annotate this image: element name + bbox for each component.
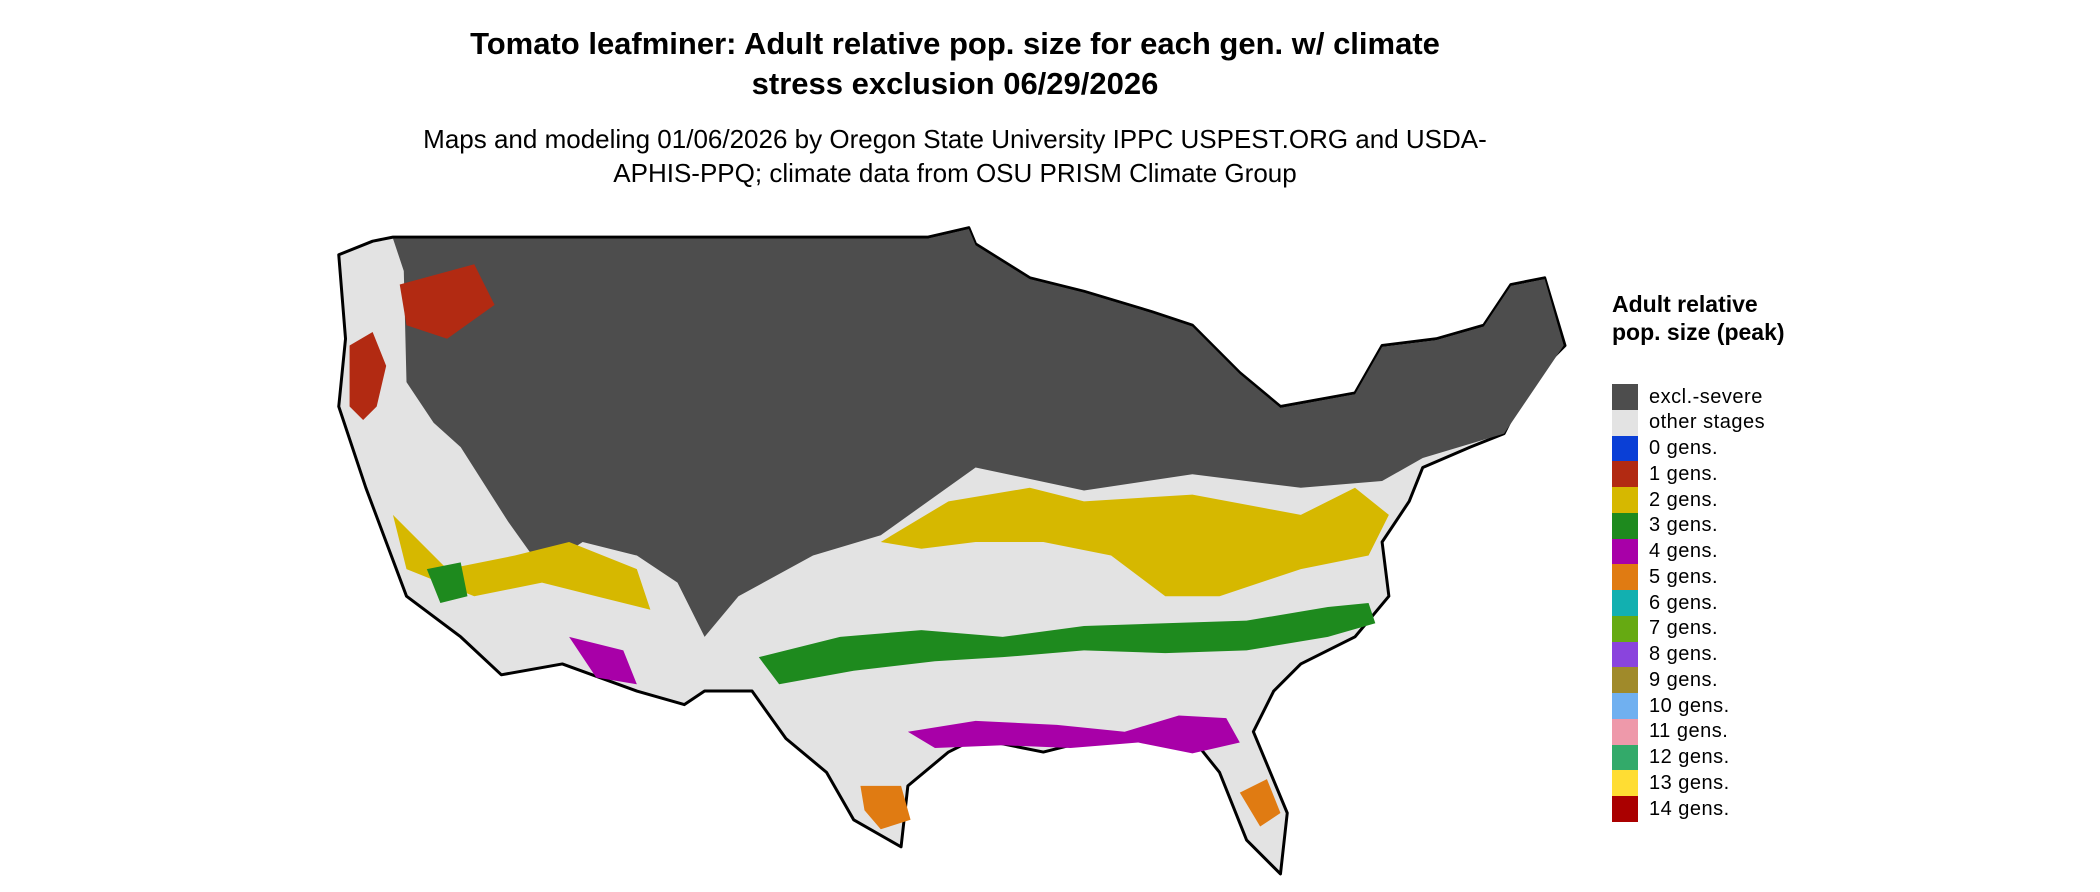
legend-label: 1 gens. bbox=[1649, 462, 1719, 485]
legend-item: 0 gens. bbox=[1612, 435, 1719, 462]
legend-item: 12 gens. bbox=[1612, 744, 1730, 771]
legend-swatch bbox=[1612, 744, 1638, 771]
legend-label: 9 gens. bbox=[1649, 668, 1719, 691]
map bbox=[337, 226, 1567, 876]
legend-swatch bbox=[1612, 435, 1638, 462]
legend-swatch bbox=[1612, 693, 1638, 719]
legend-label: 6 gens. bbox=[1649, 591, 1719, 614]
legend-label: 5 gens. bbox=[1649, 565, 1719, 588]
one-gen-region bbox=[349, 264, 495, 421]
excluded-region bbox=[392, 228, 1564, 637]
legend-swatch bbox=[1612, 487, 1638, 513]
legend-item: 11 gens. bbox=[1612, 718, 1729, 745]
legend-label: 12 gens. bbox=[1649, 746, 1730, 768]
legend-item: 10 gens. bbox=[1612, 693, 1730, 719]
legend-label: 10 gens. bbox=[1649, 694, 1730, 717]
legend-label: 14 gens. bbox=[1649, 797, 1730, 820]
legend-label: 2 gens. bbox=[1649, 488, 1719, 511]
legend-label: 3 gens. bbox=[1649, 514, 1719, 537]
legend-swatch bbox=[1612, 667, 1638, 694]
legend-swatch bbox=[1612, 538, 1638, 565]
legend-label: excl.-severe bbox=[1649, 385, 1763, 408]
legend-swatch bbox=[1612, 564, 1638, 591]
legend-label: 8 gens. bbox=[1649, 643, 1719, 665]
legend-swatch bbox=[1612, 718, 1638, 745]
legend-swatch bbox=[1612, 641, 1638, 668]
legend-item: 13 gens. bbox=[1612, 770, 1730, 797]
legend-item: 8 gens. bbox=[1612, 641, 1719, 668]
legend-item: 1 gens. bbox=[1612, 461, 1719, 488]
map-subtitle: Maps and modeling 01/06/2026 by Oregon S… bbox=[423, 124, 1487, 188]
legend-swatch bbox=[1612, 461, 1638, 488]
legend-swatch bbox=[1612, 384, 1638, 410]
legend-swatch bbox=[1612, 512, 1638, 539]
legend-swatch bbox=[1612, 796, 1638, 822]
legend-item: 4 gens. bbox=[1612, 538, 1719, 565]
legend-item: excl.-severe bbox=[1612, 384, 1763, 410]
legend-swatch bbox=[1612, 770, 1638, 797]
legend-label: 7 gens. bbox=[1649, 617, 1719, 640]
legend-item: 5 gens. bbox=[1612, 564, 1719, 591]
legend-swatch bbox=[1612, 590, 1638, 616]
legend-item: 7 gens. bbox=[1612, 615, 1719, 642]
legend-label: 13 gens. bbox=[1649, 771, 1730, 794]
legend-swatch bbox=[1612, 409, 1638, 436]
us-map bbox=[337, 226, 1567, 876]
legend-item: 2 gens. bbox=[1612, 487, 1718, 513]
legend-item: other stages bbox=[1612, 409, 1766, 436]
legend-item: 9 gens. bbox=[1612, 667, 1719, 694]
legend-title: Adult relative pop. size (peak) bbox=[1612, 291, 1785, 345]
four-gen-region bbox=[569, 636, 1240, 754]
five-gen-region bbox=[860, 779, 1281, 830]
two-gen-region bbox=[392, 487, 1389, 610]
legend-item: 3 gens. bbox=[1612, 512, 1719, 539]
legend-label: 11 gens. bbox=[1649, 720, 1729, 743]
legend-item: 14 gens. bbox=[1612, 796, 1730, 822]
legend-label: 4 gens. bbox=[1649, 540, 1719, 562]
legend-item: 6 gens. bbox=[1612, 590, 1718, 616]
legend-swatch bbox=[1612, 615, 1638, 642]
three-gen-region bbox=[426, 562, 1376, 685]
map-title: Tomato leafminer: Adult relative pop. si… bbox=[470, 26, 1440, 101]
legend-label: 0 gens. bbox=[1649, 437, 1719, 459]
legend-label: other stages bbox=[1649, 411, 1766, 434]
